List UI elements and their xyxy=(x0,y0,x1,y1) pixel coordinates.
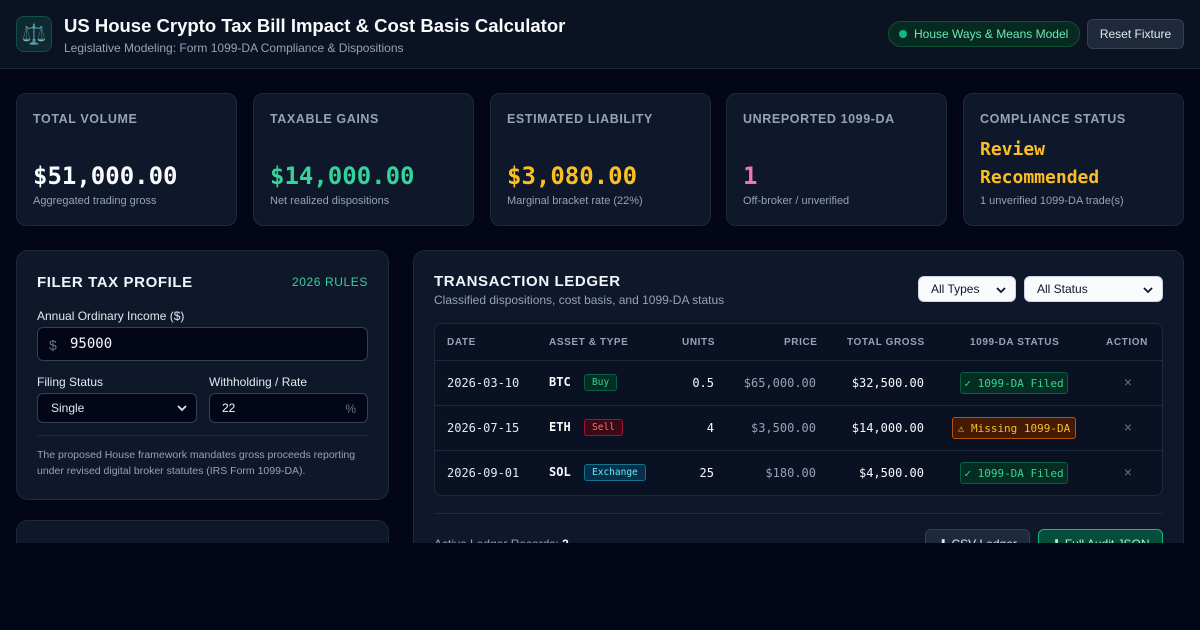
stat-label: COMPLIANCE STATUS xyxy=(980,112,1126,126)
ledger-subtitle: Classified dispositions, cost basis, and… xyxy=(434,293,725,307)
row-units: 4 xyxy=(706,421,714,435)
row-price: $180.00 xyxy=(765,466,816,480)
table-row: 2026-03-10 BTC Buy 0.5 $65,000.00 $32,50… xyxy=(435,360,1162,405)
income-field[interactable]: $ 95000 xyxy=(37,327,368,361)
row-asset: BTC xyxy=(549,375,571,389)
app-header: ⚖️ US House Crypto Tax Bill Impact & Cos… xyxy=(0,0,1200,69)
type-filter-value: All Types xyxy=(931,282,980,296)
viewport-bottom xyxy=(0,543,1200,630)
status-badge: ⚠ Missing 1099-DA xyxy=(952,417,1076,439)
stat-card-unreported-1099da: UNREPORTED 1099-DA 1 Off-broker / unveri… xyxy=(726,93,947,226)
dollar-prefix-icon: $ xyxy=(49,337,57,353)
withholding-value: 22 xyxy=(222,401,236,415)
row-gross: $4,500.00 xyxy=(858,466,924,480)
page-subtitle: Legislative Modeling: Form 1099-DA Compl… xyxy=(64,41,404,55)
column-header: DATE xyxy=(447,337,476,348)
stat-label: ESTIMATED LIABILITY xyxy=(507,112,653,126)
row-gross: $14,000.00 xyxy=(851,421,924,435)
scales-icon: ⚖️ xyxy=(16,16,52,52)
delete-row-icon[interactable]: × xyxy=(1123,464,1133,480)
status-dot-icon xyxy=(899,30,907,38)
stat-card-total-volume: TOTAL VOLUME $51,000.00 Aggregated tradi… xyxy=(16,93,237,226)
stat-subtext: Net realized dispositions xyxy=(270,195,390,207)
stat-subtext: Aggregated trading gross xyxy=(33,195,157,207)
model-badge-label: House Ways & Means Model xyxy=(914,27,1069,41)
table-row: 2026-07-15 ETH Sell 4 $3,500.00 $14,000.… xyxy=(435,405,1162,450)
page-title: US House Crypto Tax Bill Impact & Cost B… xyxy=(64,15,566,36)
divider xyxy=(434,513,1163,514)
stat-label: TOTAL VOLUME xyxy=(33,112,138,126)
filing-status-label: Filing Status xyxy=(37,375,104,389)
ledger-table: DATE ASSET & TYPE UNITS PRICE TOTAL GROS… xyxy=(434,323,1163,496)
row-price: $3,500.00 xyxy=(750,421,816,435)
stat-subtext: Off-broker / unverified xyxy=(743,195,850,207)
transaction-ledger-panel: TRANSACTION LEDGER Classified dispositio… xyxy=(413,250,1184,580)
column-header: 1099-DA STATUS xyxy=(970,337,1060,348)
row-units: 0.5 xyxy=(692,376,714,390)
divider xyxy=(37,435,368,436)
table-row: 2026-09-01 SOL Exchange 25 $180.00 $4,50… xyxy=(435,450,1162,495)
row-units: 25 xyxy=(699,466,714,480)
stat-value: $14,000.00 xyxy=(270,162,415,190)
status-filter-value: All Status xyxy=(1037,282,1088,296)
row-asset: ETH xyxy=(549,420,571,434)
panel-heading: FILER TAX PROFILE xyxy=(37,274,193,291)
withholding-label: Withholding / Rate xyxy=(209,375,308,389)
row-date: 2026-07-15 xyxy=(447,421,520,435)
filer-profile-panel: FILER TAX PROFILE 2026 RULES Annual Ordi… xyxy=(16,250,389,500)
stat-card-estimated-liability: ESTIMATED LIABILITY $3,080.00 Marginal b… xyxy=(490,93,711,226)
status-filter-select[interactable]: All Status xyxy=(1024,276,1163,302)
row-date: 2026-03-10 xyxy=(447,376,520,390)
chevron-down-icon xyxy=(996,287,1006,294)
model-status-badge: House Ways & Means Model xyxy=(888,21,1081,47)
stat-label: UNREPORTED 1099-DA xyxy=(743,112,895,126)
percent-suffix: % xyxy=(345,402,356,416)
delete-row-icon[interactable]: × xyxy=(1123,419,1133,435)
column-header: UNITS xyxy=(682,337,715,348)
type-tag: Exchange xyxy=(584,464,646,481)
rules-badge: 2026 RULES xyxy=(291,275,368,289)
type-tag: Buy xyxy=(584,374,618,391)
delete-row-icon[interactable]: × xyxy=(1123,374,1133,390)
panel-heading: TRANSACTION LEDGER xyxy=(434,273,621,290)
profile-note: The proposed House framework mandates gr… xyxy=(37,449,356,477)
stat-value: $3,080.00 xyxy=(507,162,638,190)
chevron-down-icon xyxy=(177,405,187,412)
row-price: $65,000.00 xyxy=(743,376,816,390)
status-badge: ✓ 1099-DA Filed xyxy=(960,372,1068,394)
column-header: TOTAL GROSS xyxy=(847,337,925,348)
stat-subtext: 1 unverified 1099-DA trade(s) xyxy=(980,195,1124,207)
stat-subtext: Marginal bracket rate (22%) xyxy=(507,195,643,207)
filing-status-value: Single xyxy=(51,401,85,415)
filing-status-select[interactable]: Single xyxy=(37,393,197,423)
chevron-down-icon xyxy=(1143,287,1153,294)
row-asset: SOL xyxy=(549,465,571,479)
row-date: 2026-09-01 xyxy=(447,466,520,480)
stat-value: Review Recommended xyxy=(980,139,1100,188)
stat-value: $51,000.00 xyxy=(33,162,178,190)
status-badge: ✓ 1099-DA Filed xyxy=(960,462,1068,484)
reset-fixture-button[interactable]: Reset Fixture xyxy=(1087,19,1184,49)
income-value: 95000 xyxy=(70,336,113,352)
stat-value: 1 xyxy=(743,162,758,190)
stat-label: TAXABLE GAINS xyxy=(270,112,379,126)
withholding-field[interactable]: 22 % xyxy=(209,393,368,423)
stat-card-taxable-gains: TAXABLE GAINS $14,000.00 Net realized di… xyxy=(253,93,474,226)
type-filter-select[interactable]: All Types xyxy=(918,276,1016,302)
row-gross: $32,500.00 xyxy=(851,376,924,390)
column-header: ASSET & TYPE xyxy=(549,337,629,348)
income-label: Annual Ordinary Income ($) xyxy=(37,309,185,323)
stat-card-compliance-status: COMPLIANCE STATUS Review Recommended 1 u… xyxy=(963,93,1184,226)
column-header: PRICE xyxy=(784,337,818,348)
type-tag: Sell xyxy=(584,419,623,436)
column-header: ACTION xyxy=(1106,337,1148,348)
